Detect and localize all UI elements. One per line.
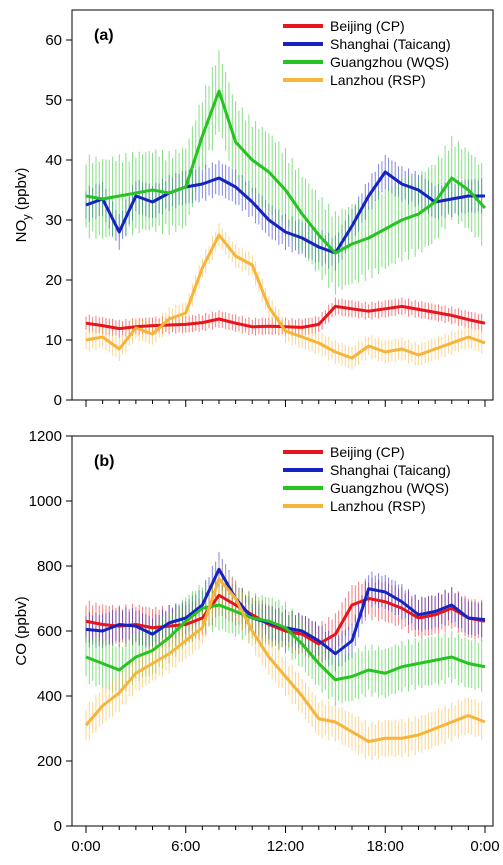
- legend-label: Guangzhou (WQS): [330, 480, 449, 496]
- y-tick-label: 600: [37, 623, 62, 640]
- x-tick-label: 12:00: [267, 838, 305, 855]
- x-tick-label: 0:00: [470, 838, 499, 855]
- y-axis-title: CO (ppbv): [13, 596, 30, 665]
- series-line-3: [84, 577, 486, 743]
- y-tick-label: 200: [37, 753, 62, 770]
- y-tick-label: 0: [54, 392, 62, 409]
- y-tick-label: 1200: [29, 428, 62, 445]
- series-line-1: [85, 170, 485, 255]
- legend-label: Beijing (CP): [330, 444, 405, 460]
- series-line-2: [85, 603, 486, 682]
- plot-frame: [71, 9, 494, 401]
- y-tick-label: 1000: [29, 493, 62, 510]
- legend-label: Lanzhou (RSP): [330, 498, 426, 514]
- series-line-2: [85, 89, 487, 255]
- y-axis-title-sub: y: [21, 214, 33, 220]
- y-tick-label: 400: [37, 688, 62, 705]
- series-line-0: [85, 593, 486, 646]
- y-tick-label: 60: [45, 32, 62, 49]
- panel-a: 0 10 20 30 40 50 60 NOy (ppbv) (a) Beijing (CP) Sh…: [13, 9, 494, 409]
- legend-label: Shanghai (Taicang): [330, 36, 451, 52]
- x-tick-label: 18:00: [366, 838, 404, 855]
- y-tick-label: 40: [45, 152, 62, 169]
- x-tick-label: 6:00: [171, 838, 200, 855]
- series-line-0: [85, 304, 486, 331]
- y-tick-label: 0: [54, 818, 62, 835]
- y-axis-title-main: NO: [13, 220, 30, 243]
- y-tick-label: 50: [45, 92, 62, 109]
- y-tick-label: 10: [45, 332, 62, 349]
- series-line-3: [85, 233, 486, 360]
- y-tick-label: 800: [37, 558, 62, 575]
- panel-b: 0 200 400 600 800 1000 1200 0:00 6:00 12:00 18:00 0…: [13, 428, 500, 855]
- y-tick-label: 30: [45, 212, 62, 229]
- y-axis-title-unit: (ppbv): [13, 168, 30, 215]
- y-tick-label: 20: [45, 272, 62, 289]
- legend-label: Shanghai (Taicang): [330, 462, 451, 478]
- x-tick-label: 0:00: [71, 838, 100, 855]
- y-axis-title: NOy (ppbv): [13, 168, 33, 243]
- panel-label: (b): [94, 453, 114, 470]
- legend-label: Beijing (CP): [330, 18, 405, 34]
- legend-label: Lanzhou (RSP): [330, 72, 426, 88]
- y-axis-title-main: CO (ppbv): [13, 596, 30, 665]
- panel-label: (a): [94, 27, 114, 44]
- legend-label: Guangzhou (WQS): [330, 54, 449, 70]
